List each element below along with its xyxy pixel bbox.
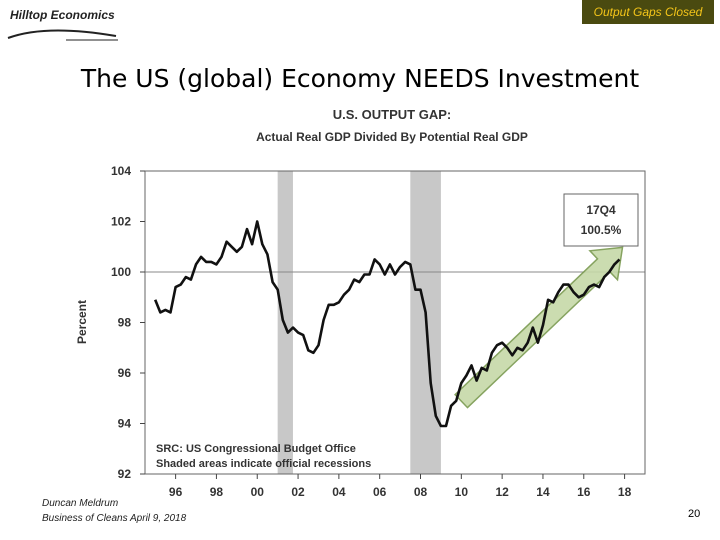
brand-name: Hilltop Economics: [10, 8, 115, 22]
x-tick-label: 14: [536, 485, 550, 499]
x-tick-label: 98: [210, 485, 224, 499]
output-gap-line: [153, 220, 621, 428]
x-tick-label: 16: [577, 485, 591, 499]
callout-value: 100.5%: [581, 223, 622, 237]
source-note: SRC: US Congressional Budget Office: [156, 443, 356, 455]
x-axis-ticks: 96 98 00 02 04 06 08 10 12 14 16 18: [169, 474, 632, 499]
x-tick-label: 04: [332, 485, 346, 499]
x-tick-label: 96: [169, 485, 183, 499]
x-tick-label: 12: [495, 485, 509, 499]
callout-box: [563, 193, 639, 247]
footer-credit: Duncan Meldrum Business of Cleans April …: [42, 496, 186, 526]
x-tick-label: 02: [291, 485, 305, 499]
section-badge: Output Gaps Closed: [582, 0, 714, 24]
y-tick-label: 100: [111, 265, 131, 279]
y-tick-label: 104: [111, 164, 131, 178]
y-tick-label: 96: [118, 366, 132, 380]
x-tick-label: 06: [373, 485, 387, 499]
chart-title: U.S. OUTPUT GAP:: [333, 107, 451, 122]
hill-curve-icon: [7, 29, 118, 41]
y-tick-label: 98: [118, 316, 132, 330]
x-tick-label: 08: [414, 485, 428, 499]
y-tick-label: 94: [118, 417, 132, 431]
y-axis-ticks: 92 94 96 98 100 102 104: [111, 164, 145, 481]
recession-shading: [277, 171, 441, 474]
recession-band-0: [277, 171, 293, 474]
x-tick-label: 10: [455, 485, 469, 499]
y-tick-label: 102: [111, 215, 131, 229]
page-title: The US (global) Economy NEEDS Investment: [80, 64, 640, 93]
page-number: 20: [688, 508, 701, 520]
y-axis-label: Percent: [75, 300, 89, 344]
x-tick-label: 18: [618, 485, 632, 499]
footer-event: Business of Cleans April 9, 2018: [42, 513, 187, 524]
footer-author: Duncan Meldrum: [42, 498, 119, 509]
y-tick-label: 92: [118, 467, 132, 481]
trend-arrow-icon: [454, 246, 624, 409]
callout-quarter: 17Q4: [586, 203, 616, 217]
recession-note: Shaded areas indicate official recession…: [156, 458, 371, 470]
x-tick-label: 00: [251, 485, 265, 499]
chart-subtitle: Actual Real GDP Divided By Potential Rea…: [256, 130, 528, 144]
hilltop-logo: Hilltop Economics: [6, 4, 136, 44]
